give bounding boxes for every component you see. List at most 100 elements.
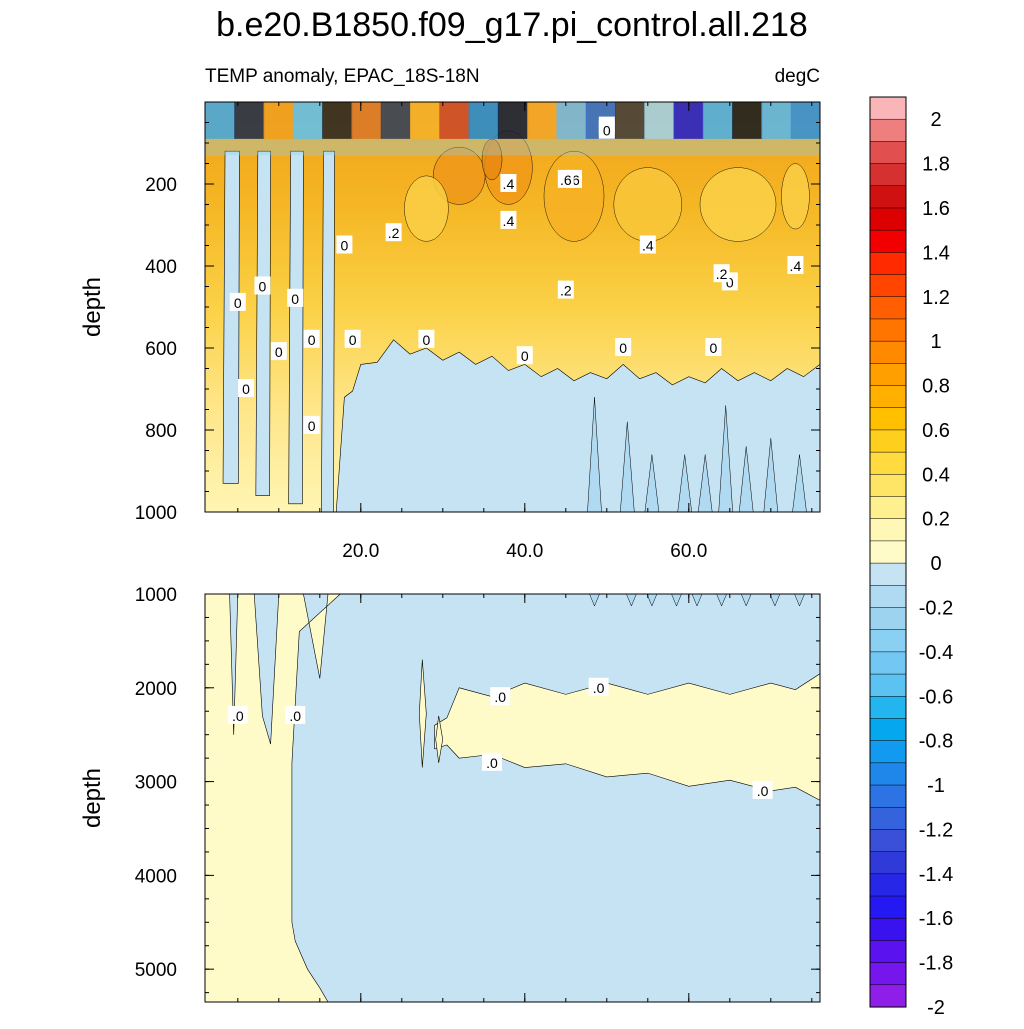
lower-x-axis <box>237 594 813 1002</box>
upper-contour-label: .4 <box>787 256 804 274</box>
colorbar-swatch <box>869 895 907 919</box>
upper-contour-label-text: .6 <box>560 172 572 188</box>
lower-contour-label-text: .0 <box>757 783 769 799</box>
upper-contour-label-text: 0 <box>603 123 611 139</box>
lower-cold-notch <box>646 594 658 607</box>
colorbar-swatch <box>869 540 907 564</box>
colorbar-swatch <box>869 696 907 720</box>
colorbar-swatch <box>869 451 907 475</box>
upper-contour-label-text: 0 <box>291 291 299 307</box>
upper-contour-label-text: 0 <box>242 381 250 397</box>
warm-core-contour <box>404 175 449 242</box>
colorbar-swatch <box>869 762 907 786</box>
colorbar-swatch <box>869 851 907 875</box>
upper-contour-label-bg <box>557 169 574 188</box>
lower-frame <box>204 593 821 1003</box>
upper-x-axis: 20.0 40.0 60.0 <box>237 102 813 562</box>
surface-cell <box>439 102 470 139</box>
colorbar-label: 1.8 <box>922 154 950 176</box>
colorbar-swatch <box>869 718 907 742</box>
colorbar-swatch <box>869 607 907 631</box>
lower-cold-notch <box>671 594 682 607</box>
surface-cell <box>497 102 529 139</box>
colorbar-label: 1.4 <box>922 242 950 264</box>
colorbar-swatch <box>869 141 907 165</box>
upper-contour-label-bg <box>516 346 533 365</box>
lower-contour-label-text: .0 <box>289 708 301 724</box>
upper-contour-label-bg <box>639 235 656 254</box>
colorbar-label: 2 <box>930 109 941 131</box>
upper-contour-label: 0 <box>303 415 320 434</box>
upper-contour-label-bg <box>303 415 320 434</box>
deep-cold-spike <box>644 454 660 512</box>
colorbar-swatch <box>869 518 907 542</box>
deep-cold-spike <box>738 446 754 512</box>
surface-cell <box>322 102 353 139</box>
surface-cell <box>615 102 646 139</box>
colorbar-swatch <box>869 385 907 409</box>
lower-contour-label-bg <box>752 780 773 799</box>
colorbar-label: 1.6 <box>922 198 950 220</box>
upper-contour-label-bg <box>615 338 632 356</box>
colorbar-swatch <box>869 407 907 431</box>
upper-contour-label-bg <box>598 120 615 139</box>
upper-contour-label: .6 <box>557 169 574 188</box>
lower-contour-label-text: .0 <box>486 755 498 771</box>
colorbar-swatch <box>869 496 907 520</box>
upper-contour-label-text: 0 <box>349 332 357 348</box>
colorbar-swatch <box>869 740 907 764</box>
colorbar-swatch <box>869 585 907 609</box>
upper-contour-label-text: 0 <box>308 418 316 434</box>
upper-contour-label-bg <box>238 379 254 397</box>
upper-deep-cold-spikes <box>587 397 807 512</box>
lower-west-warm-region <box>205 594 341 1002</box>
colorbar-swatch <box>869 163 907 187</box>
upper-contour-label-text: 0 <box>341 238 349 254</box>
surface-cell <box>234 102 265 139</box>
upper-y-axis-label: depth <box>79 277 106 337</box>
colorbar-swatch <box>869 984 907 1008</box>
surface-cell <box>790 102 820 139</box>
lower-y-axis: 1000 2000 3000 4000 5000 <box>135 585 820 994</box>
colorbar-swatch <box>869 962 907 986</box>
colorbar-swatch <box>869 207 907 231</box>
deep-cold-spike <box>620 421 635 512</box>
lower-contour-label: .0 <box>752 780 773 799</box>
lower-cold-notch <box>691 594 703 607</box>
upper-contour-label-text: 0 <box>521 348 529 364</box>
x-tick-label: 20.0 <box>342 541 379 562</box>
colorbar-swatch <box>869 651 907 675</box>
chart-subtitle-left: TEMP anomaly, EPAC_18S-18N <box>205 66 480 87</box>
upper-contour-label: .2 <box>385 223 402 242</box>
upper-contour-label-bg <box>336 235 353 254</box>
upper-contour-label: 0 <box>598 120 615 139</box>
lower-contour-label-bg <box>490 687 511 706</box>
cold-gap-strip <box>222 150 240 484</box>
surface-cell <box>702 102 734 139</box>
upper-contour-label: 0 <box>516 346 533 365</box>
upper-contour-label: .4 <box>639 235 656 254</box>
upper-contour-label-bg <box>705 338 722 356</box>
surface-cell <box>410 102 441 139</box>
surface-cell <box>263 102 294 139</box>
colorbar-label: -0.6 <box>919 686 953 708</box>
lower-panel: 1000 2000 3000 4000 5000 depth .0 .0 .0 .0 .0 .0 <box>79 585 821 1003</box>
colorbar-swatch <box>869 940 907 964</box>
colorbar-label: -2 <box>927 997 945 1019</box>
lower-cold-notch <box>740 594 752 607</box>
lower-cold-notch <box>769 594 781 607</box>
upper-contour-label-bg <box>557 280 574 299</box>
colorbar-swatch <box>869 474 907 498</box>
y-tick-label: 600 <box>145 339 177 360</box>
colorbar-swatch <box>869 96 907 120</box>
upper-contour-label-bg <box>385 223 402 242</box>
upper-contour-label-text: 0 <box>259 279 267 295</box>
upper-contour-label: 0 <box>238 379 254 397</box>
colorbar-swatch <box>869 340 907 364</box>
colorbar-swatch <box>869 873 907 897</box>
upper-contour-label-text: 0 <box>234 295 242 311</box>
upper-contour-label: 0 <box>344 329 361 348</box>
warm-core-contour <box>613 167 683 242</box>
colorbar: 2 1.8 1.6 1.4 1.2 1 0.8 0.6 0.4 0.2 0 -0.2 -0.4 -0.6 -… <box>869 96 953 1019</box>
